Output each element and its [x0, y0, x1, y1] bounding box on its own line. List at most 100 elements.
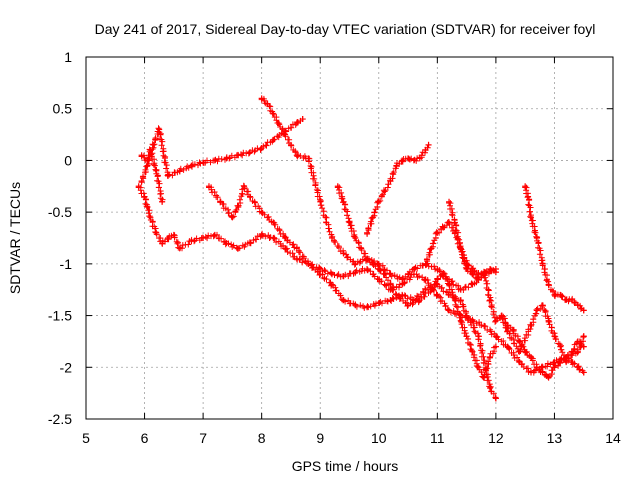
data-point — [504, 343, 511, 350]
data-point — [299, 116, 306, 123]
data-point — [246, 149, 253, 156]
data-point — [516, 348, 523, 355]
data-point — [393, 162, 400, 169]
plot-area-frame — [85, 56, 614, 420]
data-point — [492, 395, 499, 402]
data-point — [229, 214, 236, 221]
data-point — [156, 126, 163, 133]
x-axis-label: GPS time / hours — [292, 458, 399, 474]
x-tick-label: 6 — [141, 430, 149, 446]
data-point — [399, 276, 406, 283]
data-point — [270, 136, 277, 143]
data-point — [364, 229, 371, 236]
x-tick-label: 7 — [199, 430, 207, 446]
data-point — [539, 364, 546, 371]
data-point — [369, 260, 376, 267]
data-point — [516, 338, 523, 345]
data-point — [399, 157, 406, 164]
data-point — [475, 276, 482, 283]
data-point — [153, 229, 160, 236]
data-point — [144, 203, 151, 210]
y-tick-label: -1 — [60, 256, 73, 272]
y-tick-label: -0.5 — [48, 204, 72, 220]
data-point — [293, 152, 300, 159]
y-axis-label: SDTVAR / TECUs — [7, 182, 23, 294]
data-point — [563, 297, 570, 304]
data-point — [528, 214, 535, 221]
data-point — [217, 198, 224, 205]
data-point — [352, 260, 359, 267]
data-point — [457, 286, 464, 293]
series-track-j — [522, 183, 587, 314]
data-point — [405, 155, 412, 162]
data-point — [410, 157, 417, 164]
data-point — [422, 260, 429, 267]
data-point — [364, 266, 371, 273]
data-point — [525, 193, 532, 200]
x-tick-label: 14 — [605, 430, 621, 446]
data-point — [340, 273, 347, 280]
data-point — [580, 369, 587, 376]
data-point — [522, 348, 529, 355]
data-point — [446, 281, 453, 288]
data-point — [159, 198, 166, 205]
data-point — [463, 312, 470, 319]
data-point — [528, 369, 535, 376]
series-track-c — [138, 146, 166, 205]
data-point — [451, 297, 458, 304]
y-tick-label: 1 — [64, 49, 72, 65]
data-point — [416, 155, 423, 162]
data-point — [223, 240, 230, 247]
data-point — [528, 322, 535, 329]
data-point — [352, 269, 359, 276]
data-point — [328, 235, 335, 241]
data-point — [164, 172, 171, 179]
data-point — [223, 155, 230, 162]
data-point — [205, 183, 212, 190]
data-point — [282, 245, 289, 252]
data-point — [328, 271, 335, 278]
data-point — [580, 307, 587, 314]
data-point — [533, 235, 540, 241]
data-point — [551, 291, 558, 298]
data-point — [170, 231, 177, 238]
data-point — [270, 235, 277, 241]
data-point — [352, 235, 359, 241]
data-point — [422, 147, 429, 154]
data-point — [440, 271, 447, 278]
data-point — [504, 328, 511, 335]
data-point — [516, 359, 523, 366]
data-point — [539, 369, 546, 376]
x-tick-label: 10 — [371, 430, 387, 446]
data-point — [305, 155, 312, 162]
x-tick-label: 11 — [430, 430, 445, 446]
data-point — [569, 297, 576, 304]
data-point — [475, 364, 482, 371]
data-point — [375, 300, 382, 307]
data-point — [387, 297, 394, 304]
data-point — [147, 147, 154, 154]
data-point — [492, 317, 499, 324]
data-point — [399, 291, 406, 298]
data-point — [487, 297, 494, 304]
data-point — [270, 219, 277, 226]
data-point — [463, 266, 470, 273]
axes: 5 6 7 8 9 10 11 12 13 14 -2.5 -2 -1.5 -1 -0.5 0 0.5 1 — [48, 49, 621, 446]
data-point — [569, 348, 576, 355]
data-point — [141, 193, 148, 200]
data-point — [410, 266, 417, 273]
data-point — [510, 328, 517, 335]
data-point — [428, 245, 435, 252]
data-point — [487, 353, 494, 360]
data-point — [352, 302, 359, 309]
data-point — [410, 271, 417, 278]
data-point — [258, 231, 265, 238]
data-point — [434, 229, 441, 236]
data-point — [381, 271, 388, 278]
data-point — [533, 364, 540, 371]
series-track-k — [498, 302, 587, 366]
data-point — [258, 209, 265, 216]
data-point — [533, 307, 540, 314]
data-point — [422, 276, 429, 283]
data-point — [492, 269, 499, 276]
